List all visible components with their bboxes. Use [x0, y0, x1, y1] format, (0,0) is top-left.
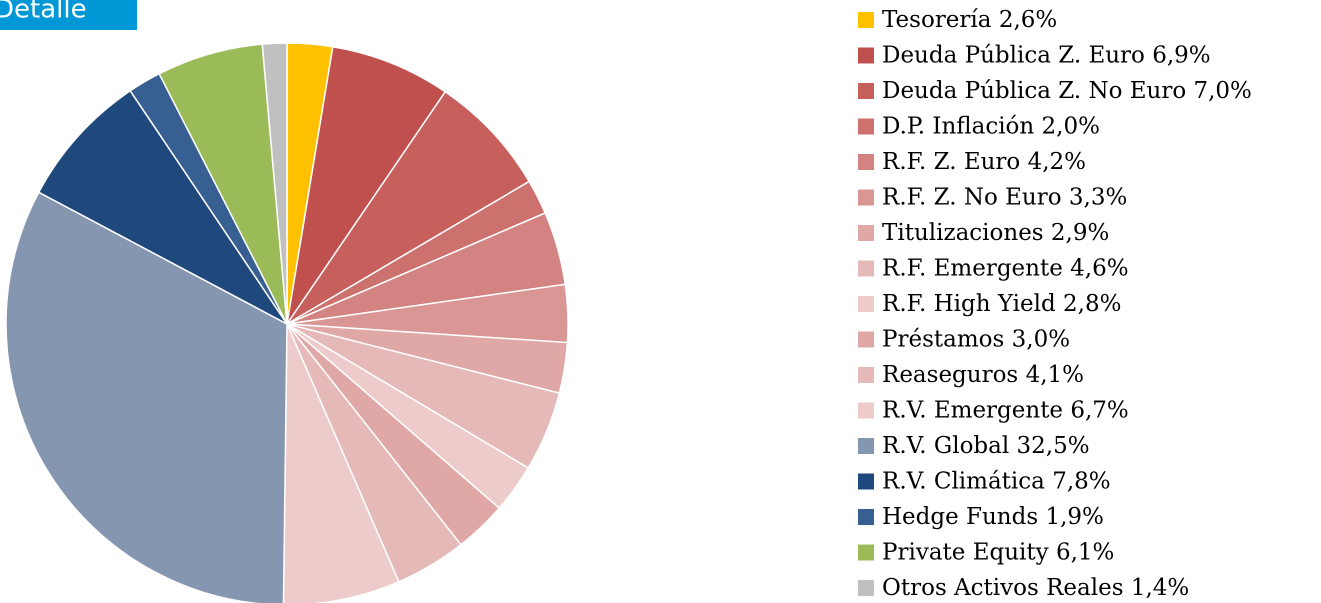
legend-name: D.P. Inflación	[882, 114, 1034, 140]
legend-name: R.F. Z. No Euro	[882, 185, 1062, 211]
legend-label: Otros Activos Reales 1,4%	[882, 575, 1189, 601]
legend-value: 2,6%	[999, 7, 1057, 33]
legend-value: 4,2%	[1028, 149, 1086, 175]
legend-value: 3,0%	[1012, 327, 1070, 353]
legend-label: D.P. Inflación 2,0%	[882, 114, 1100, 140]
legend-value: 7,0%	[1193, 78, 1251, 104]
legend-swatch	[858, 580, 874, 596]
legend-value: 6,1%	[1056, 540, 1114, 566]
legend-label: Deuda Pública Z. Euro 6,9%	[882, 43, 1211, 69]
legend-swatch	[858, 189, 874, 206]
legend-label: Private Equity 6,1%	[882, 540, 1114, 566]
legend-value: 6,7%	[1070, 398, 1128, 424]
legend-value: 3,3%	[1069, 185, 1127, 211]
legend-swatch	[858, 296, 874, 312]
legend-label: R.F. Emergente 4,6%	[882, 256, 1129, 282]
header-box	[0, 0, 137, 30]
legend-value: 2,0%	[1042, 114, 1100, 140]
legend-label: Hedge Funds 1,9%	[882, 504, 1104, 530]
legend-swatch	[858, 331, 874, 348]
legend-swatch	[858, 12, 874, 28]
legend-label: R.V. Global 32,5%	[882, 433, 1090, 459]
legend-swatch	[858, 509, 874, 525]
pie-slice	[37, 89, 288, 325]
legend-swatch	[858, 47, 874, 64]
legend-label: Préstamos 3,0%	[882, 327, 1070, 353]
legend-name: Private Equity	[882, 540, 1049, 566]
legend-name: Deuda Pública Z. No Euro	[882, 78, 1186, 104]
legend-swatch	[858, 473, 874, 490]
legend-name: R.V. Climática	[882, 469, 1045, 495]
legend-value: 4,1%	[1026, 362, 1084, 388]
legend-value: 1,4%	[1131, 575, 1189, 601]
legend-value: 2,9%	[1051, 220, 1109, 246]
legend-swatch	[858, 260, 874, 277]
legend-label: Titulizaciones 2,9%	[882, 220, 1109, 246]
legend-swatch	[858, 438, 874, 454]
pie-slice	[5, 191, 288, 603]
legend-value: 32,5%	[1017, 433, 1090, 459]
legend-swatch	[858, 402, 874, 419]
legend-label: Deuda Pública Z. No Euro 7,0%	[882, 78, 1252, 104]
legend-value: 4,6%	[1070, 256, 1128, 282]
legend-label: Tesorería 2,6%	[882, 7, 1057, 33]
legend-name: R.V. Global	[882, 433, 1009, 459]
pie-slice	[286, 90, 531, 325]
legend-name: Deuda Pública Z. Euro	[882, 43, 1145, 69]
legend-name: Reaseguros	[882, 362, 1018, 388]
pie-slice	[261, 42, 288, 325]
legend-name: R.F. High Yield	[882, 291, 1056, 317]
legend-label: R.V. Emergente 6,7%	[882, 398, 1129, 424]
legend-name: R.V. Emergente	[882, 398, 1063, 424]
legend-name: Préstamos	[882, 327, 1004, 353]
legend-name: Titulizaciones	[882, 220, 1044, 246]
legend-value: 7,8%	[1052, 469, 1110, 495]
legend-name: Otros Activos Reales	[882, 575, 1124, 601]
legend-name: Hedge Funds	[882, 504, 1038, 530]
legend-label: R.F. High Yield 2,8%	[882, 291, 1121, 317]
legend-name: Tesorería	[882, 7, 992, 33]
legend-swatch	[858, 83, 874, 99]
legend-swatch	[858, 118, 874, 135]
legend-value: 1,9%	[1045, 504, 1103, 530]
pie-slice	[282, 323, 400, 603]
header-title: Detalle	[0, 0, 87, 25]
legend-name: R.F. Emergente	[882, 256, 1063, 282]
legend-label: R.F. Z. Euro 4,2%	[882, 149, 1086, 175]
legend-swatch	[858, 367, 874, 383]
legend-value: 2,8%	[1063, 291, 1121, 317]
legend-swatch	[858, 544, 874, 561]
legend-name: R.F. Z. Euro	[882, 149, 1020, 175]
legend-swatch	[858, 154, 874, 170]
legend-label: R.V. Climática 7,8%	[882, 469, 1111, 495]
legend-label: Reaseguros 4,1%	[882, 362, 1084, 388]
legend-value: 6,9%	[1152, 43, 1210, 69]
legend-label: R.F. Z. No Euro 3,3%	[882, 185, 1127, 211]
legend-swatch	[858, 225, 874, 241]
pie-slice	[286, 45, 447, 325]
